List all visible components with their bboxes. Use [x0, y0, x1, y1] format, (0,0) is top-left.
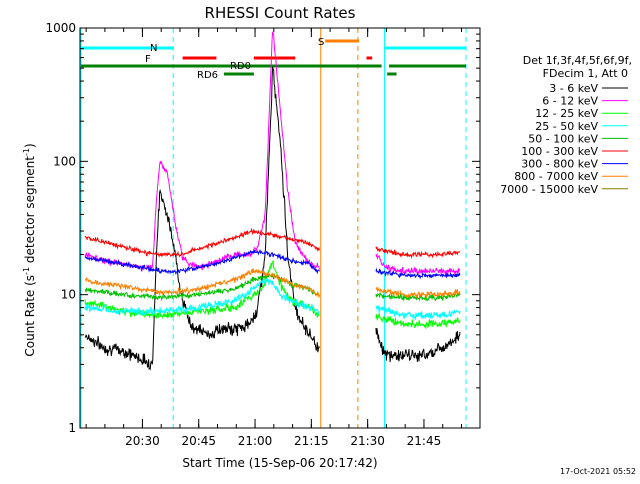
legend-entry-label: 300 - 800 keV	[521, 158, 598, 171]
series-line	[84, 227, 320, 258]
y-axis-label-part: Count Rate (s	[23, 275, 37, 357]
series-line	[375, 246, 461, 259]
series-line	[375, 305, 461, 320]
flag-label-n: N	[150, 43, 157, 54]
x-tick-label: 20:30	[125, 434, 160, 448]
y-axis-label-part: )	[23, 143, 37, 148]
series-line	[84, 268, 320, 298]
chart-title: RHESSI Count Rates	[205, 4, 356, 22]
y-tick-label: 1	[68, 421, 76, 435]
x-tick-label: 21:15	[294, 434, 329, 448]
y-axis-label-group: Count Rate (s-1 detector segment-1)	[22, 143, 37, 356]
x-tick-label: 20:45	[181, 434, 216, 448]
legend-header-decimation: FDecim 1, Att 0	[543, 67, 628, 80]
legend: Det 1f,3f,4f,5f,6f,9f, FDecim 1, Att 0 3…	[500, 54, 632, 196]
plot-frame	[79, 27, 481, 429]
series-line	[84, 272, 320, 302]
x-axis-label: Start Time (15-Sep-06 20:17:42)	[182, 456, 377, 470]
legend-entry-label: 12 - 25 keV	[535, 107, 598, 120]
series-line	[84, 31, 320, 272]
plot-clipped-group: NF S RD0 RD6	[80, 28, 467, 428]
footer-timestamp: 17-Oct-2021 05:52	[560, 467, 636, 476]
series-line	[375, 267, 461, 280]
legend-entry-label: 3 - 6 keV	[549, 82, 598, 95]
flag-label-rd0: RD0	[230, 61, 251, 72]
legend-entry-label: 7000 - 15000 keV	[500, 183, 598, 196]
series-line	[375, 291, 461, 302]
legend-entry-label: 25 - 50 keV	[535, 120, 598, 133]
y-axis-label-superscript: -1	[22, 148, 31, 156]
legend-entry-label: 6 - 12 keV	[542, 95, 598, 108]
series-line	[375, 327, 461, 363]
legend-entry-label: 50 - 100 keV	[528, 132, 598, 145]
plot-layer: NF S RD0 RD6	[80, 28, 467, 428]
y-axis-label-superscript: -1	[22, 267, 31, 275]
series-line	[84, 248, 320, 276]
y-tick-label: 100	[53, 154, 76, 168]
x-tick-label: 21:45	[407, 434, 442, 448]
series-line	[84, 275, 320, 316]
flag-label-f: F	[145, 54, 151, 65]
series-line	[375, 286, 461, 299]
y-tick-label: 10	[61, 288, 76, 302]
axes-layer: 1 10 100 1000 20:30 20:45 21:00 21:15 21:30 21:45	[45, 21, 481, 448]
series-line	[375, 313, 461, 329]
x-tick-label: 21:30	[350, 434, 385, 448]
flag-label-rd6: RD6	[197, 70, 218, 81]
series-line	[84, 66, 320, 371]
legend-entry-label: 800 - 7000 keV	[514, 170, 598, 183]
x-tick-label: 21:00	[238, 434, 273, 448]
y-axis-label: Count Rate (s-1 detector segment-1)	[22, 143, 37, 356]
flag-label-s: S	[318, 37, 324, 48]
y-tick-label: 1000	[45, 21, 76, 35]
y-axis-label-part: detector segment	[23, 156, 37, 267]
legend-header-detectors: Det 1f,3f,4f,5f,6f,9f,	[523, 54, 632, 67]
legend-entry-label: 100 - 300 keV	[521, 145, 598, 158]
series-line	[375, 252, 460, 276]
